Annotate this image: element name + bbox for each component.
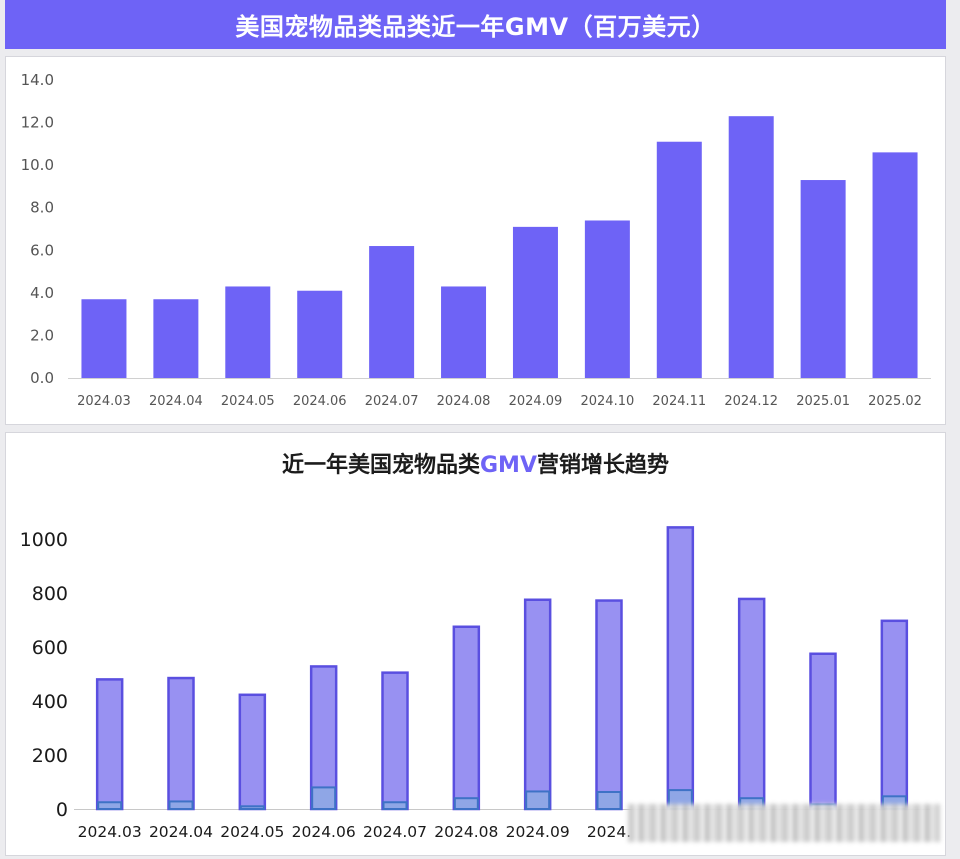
- bar-total: [666, 526, 695, 811]
- bar: [584, 220, 630, 378]
- bar-total: [452, 625, 481, 811]
- y-tick-label: 2.0: [30, 326, 54, 344]
- x-tick-label: 2024.05: [221, 394, 275, 409]
- chart1-title: 美国宠物品类品类近一年GMV（百万美元）: [235, 13, 716, 41]
- bar-marketing: [97, 801, 123, 810]
- y-tick-label: 200: [32, 745, 68, 767]
- y-tick-label: 0.0: [30, 369, 54, 387]
- x-tick-label: 2024.12: [724, 394, 778, 409]
- bar: [441, 286, 487, 378]
- bar: [800, 180, 846, 378]
- bar: [297, 290, 343, 378]
- bar: [728, 116, 774, 378]
- bar-total: [595, 599, 623, 811]
- bar-marketing: [525, 790, 551, 811]
- chart2-title: 近一年美国宠物品类GMV营销增长趋势: [6, 447, 945, 479]
- chart2-title-part1: 近一年美国宠物品类: [281, 453, 480, 478]
- bar-marketing: [382, 801, 408, 810]
- y-tick-label: 10.0: [21, 156, 54, 174]
- bar-total: [167, 676, 195, 811]
- bar: [81, 299, 127, 378]
- bar-total: [238, 693, 267, 811]
- x-tick-label: 2024.06: [292, 823, 356, 841]
- bar-marketing: [168, 800, 194, 811]
- x-tick-label: 2024.: [587, 823, 631, 841]
- bar-total: [737, 597, 766, 811]
- x-tick-label: 2025.01: [796, 394, 850, 409]
- bar: [153, 299, 199, 378]
- x-tick-label: 2024.09: [509, 394, 563, 409]
- bar: [512, 226, 558, 378]
- bar-total: [95, 678, 124, 811]
- y-tick-label: 14.0: [21, 71, 54, 89]
- x-tick-label: 2024.11: [652, 394, 706, 409]
- y-tick-label: 400: [32, 691, 68, 713]
- x-tick-label: 2024.05: [220, 823, 284, 841]
- chart2-title-part2: 营销增长趋势: [536, 453, 669, 478]
- bar-marketing: [311, 786, 337, 810]
- x-tick-label: 2024.04: [149, 394, 203, 409]
- bar-marketing: [239, 805, 265, 810]
- x-tick-label: 2024.07: [365, 394, 419, 409]
- y-tick-label: 4.0: [30, 284, 54, 302]
- bar-total: [880, 619, 909, 811]
- y-tick-label: 800: [32, 583, 68, 605]
- y-tick-label: 1000: [20, 529, 68, 551]
- x-tick-label: 2024.07: [363, 823, 427, 841]
- x-tick-label: 2025.02: [868, 394, 922, 409]
- y-tick-label: 12.0: [21, 114, 54, 132]
- bar-total: [809, 652, 837, 811]
- x-tick-label: 2024.03: [77, 394, 131, 409]
- x-tick-label: 2024.04: [149, 823, 213, 841]
- y-tick-label: 0: [56, 799, 68, 821]
- bar: [872, 152, 918, 378]
- chart2-panel: 近一年美国宠物品类GMV营销增长趋势 0 200 400 600 800 1000 2024…: [5, 432, 946, 856]
- bar-marketing: [453, 797, 479, 811]
- bar: [656, 141, 702, 378]
- gmv-marketing-bar-chart: 0 200 400 600 800 1000 2024.03 2024.04 2024.05 20…: [20, 526, 930, 841]
- x-tick-label: 2024.03: [78, 823, 142, 841]
- bar-marketing: [596, 790, 622, 810]
- y-tick-label: 600: [32, 637, 68, 659]
- chart1-panel: 0.0 2.0 4.0 6.0 8.0 10.0 12.0 14.0 2024.03 2024.0…: [5, 56, 946, 425]
- x-tick-label: 2024.08: [437, 394, 491, 409]
- bar-total: [309, 665, 338, 811]
- x-tick-label: 2024.06: [293, 394, 347, 409]
- x-tick-label: 2024.08: [434, 823, 498, 841]
- chart1-title-banner: 美国宠物品类品类近一年GMV（百万美元）: [5, 0, 946, 49]
- y-tick-label: 8.0: [30, 199, 54, 217]
- x-tick-label: 2024.09: [506, 823, 570, 841]
- y-tick-label: 6.0: [30, 241, 54, 259]
- chart2-title-gmv: GMV: [480, 453, 537, 478]
- gmv-bar-chart: 0.0 2.0 4.0 6.0 8.0 10.0 12.0 14.0 2024.03 2024.0…: [21, 71, 931, 409]
- bar: [225, 286, 271, 378]
- blurred-watermark: [628, 804, 940, 842]
- x-tick-label: 2024.10: [580, 394, 634, 409]
- bar-total: [523, 598, 552, 811]
- bar-total: [381, 671, 409, 811]
- bar: [369, 246, 415, 378]
